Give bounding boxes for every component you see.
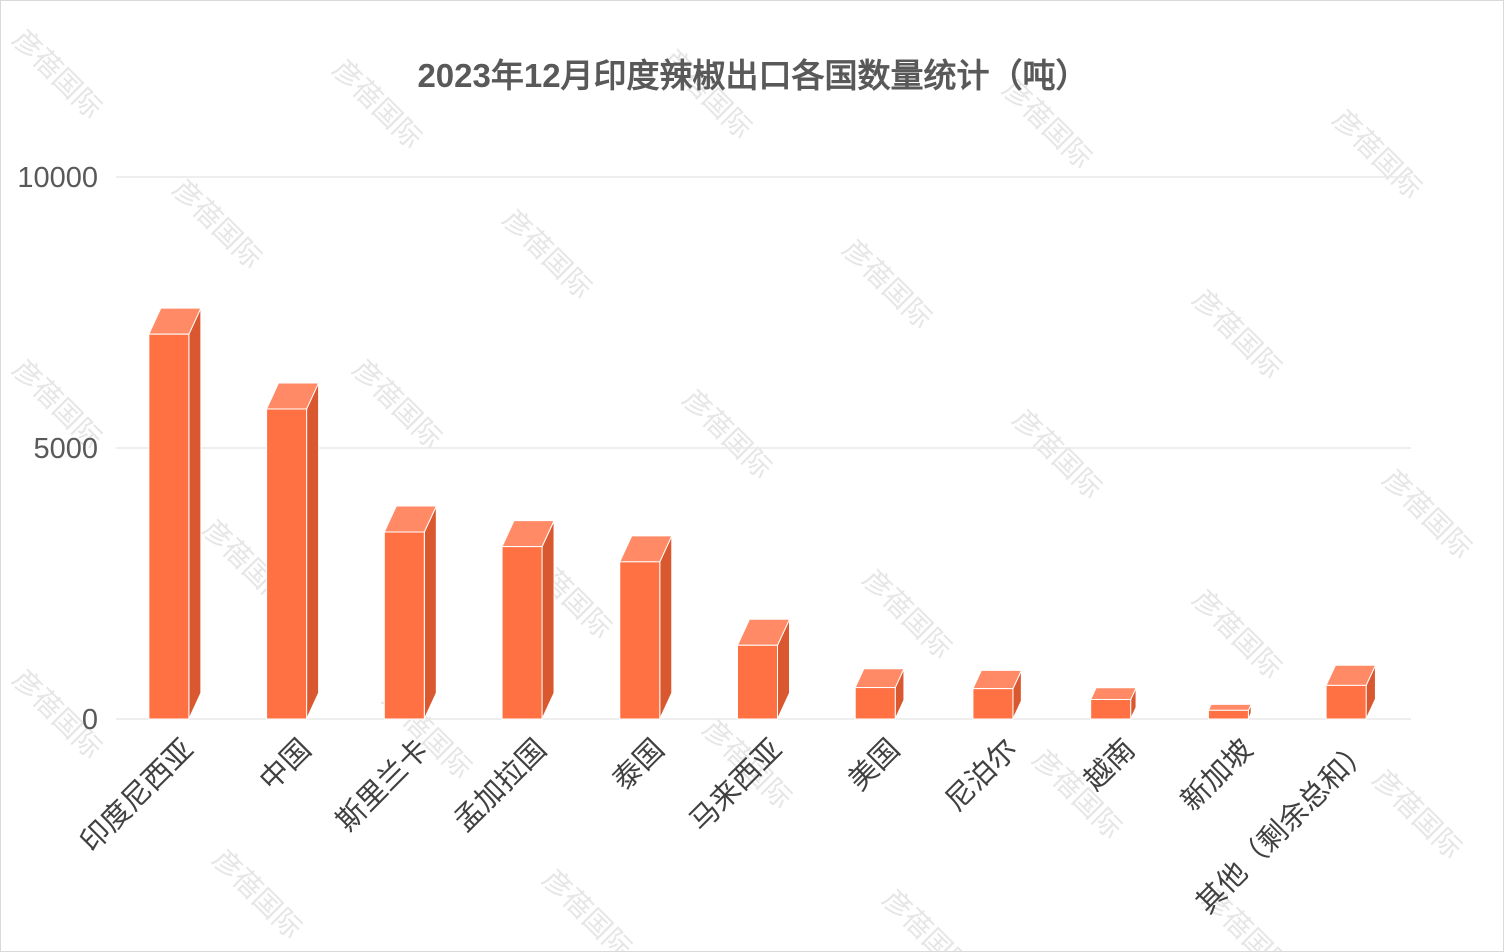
bar-front	[266, 408, 308, 720]
x-tick-label: 新加坡	[1174, 732, 1260, 818]
bar	[501, 520, 555, 720]
bar-side	[659, 535, 673, 720]
bar	[265, 382, 320, 720]
watermark-text: 彦蓓国际	[1376, 463, 1479, 566]
watermark-text: 彦蓓国际	[1186, 283, 1289, 386]
watermark-text: 彦蓓国际	[166, 173, 269, 276]
bar-front	[1207, 709, 1249, 720]
y-tick-label: 5000	[33, 433, 98, 465]
bar-side	[188, 307, 202, 720]
bar	[854, 668, 905, 720]
bar-front	[737, 644, 778, 720]
bars	[148, 307, 1377, 720]
y-tick-label: 10000	[17, 162, 98, 194]
bar-top	[1325, 664, 1377, 686]
bar-front	[1325, 684, 1367, 720]
bar-top	[1089, 687, 1137, 700]
watermark-text: 彦蓓国际	[1186, 583, 1289, 686]
bar-front	[148, 333, 190, 720]
watermark-text: 彦蓓国际	[6, 23, 109, 126]
bar-front	[383, 531, 425, 720]
bar	[972, 669, 1023, 720]
bar	[736, 618, 791, 720]
watermark-text: 彦蓓国际	[536, 863, 639, 951]
chart-title: 2023年12月印度辣椒出口各国数量统计（吨）	[417, 57, 1088, 94]
bar	[383, 505, 438, 720]
x-tick-label: 尼泊尔	[938, 732, 1024, 818]
watermark-text: 彦蓓国际	[1366, 763, 1469, 866]
bar-side	[306, 382, 320, 720]
x-tick-label: 中国	[252, 732, 317, 797]
x-tick-label: 美国	[841, 732, 906, 797]
bar-top	[972, 669, 1023, 690]
watermark-text: 彦蓓国际	[876, 883, 979, 951]
watermark-text: 彦蓓国际	[1326, 103, 1429, 206]
bar	[618, 535, 673, 720]
watermark-text: 彦蓓国际	[676, 383, 779, 486]
y-axis-ticks: 0 5000 10000	[17, 162, 98, 736]
watermark-text: 彦蓓国际	[1006, 403, 1109, 506]
bar-top	[1207, 703, 1252, 711]
x-tick-label: 斯里兰卡	[329, 732, 435, 838]
bar	[1325, 664, 1377, 720]
watermark-text: 彦蓓国际	[836, 233, 939, 336]
bar-front	[1090, 698, 1132, 720]
bar	[1207, 703, 1252, 720]
bar	[1089, 687, 1137, 720]
watermark-text: 彦蓓国际	[856, 563, 959, 666]
bar-side	[541, 520, 555, 720]
bar-front	[854, 687, 896, 720]
watermark-text: 彦蓓国际	[326, 53, 429, 156]
bar-top	[854, 668, 905, 689]
y-tick-label: 0	[82, 704, 98, 736]
bar-side	[423, 505, 437, 720]
watermark-text: 彦蓓国际	[496, 203, 599, 306]
bar-front	[972, 688, 1014, 720]
watermark-text: 彦蓓国际	[206, 843, 309, 946]
bar	[148, 307, 202, 720]
bar-front	[501, 546, 543, 720]
bar-front	[619, 561, 661, 720]
watermark-text: 彦蓓国际	[346, 353, 449, 456]
x-tick-label: 泰国	[606, 732, 671, 797]
